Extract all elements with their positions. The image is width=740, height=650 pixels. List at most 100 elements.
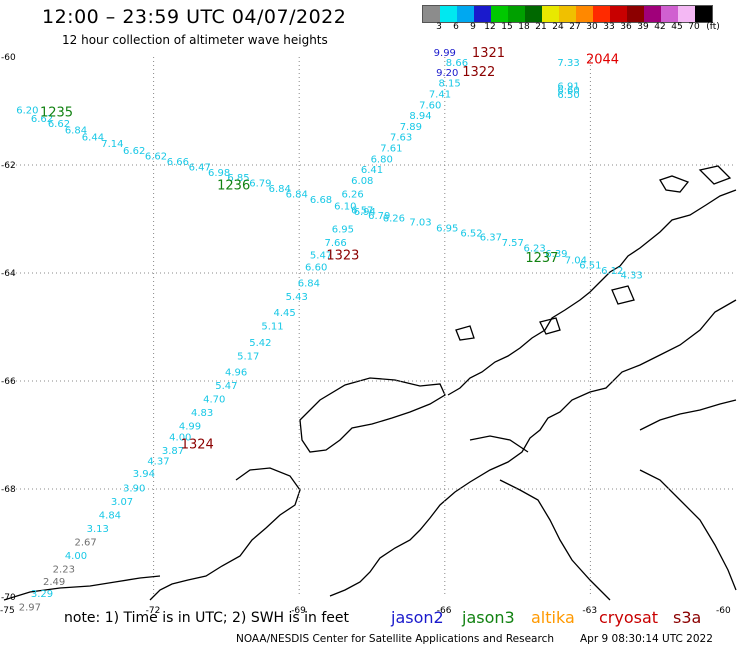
latitude-label: -64 — [1, 269, 16, 279]
swh-value-label: 6.44 — [82, 133, 104, 144]
wave-height-color-scale — [422, 5, 713, 23]
longitude-label: -75 — [0, 606, 15, 616]
swh-value-label: 6.80 — [371, 154, 393, 165]
longitude-label: -60 — [716, 606, 731, 616]
swh-value-label: 6.62 — [123, 146, 145, 157]
scale-swatch — [576, 6, 593, 22]
peninsula-tip-coast — [447, 189, 737, 396]
scale-tick-label: 30 — [586, 22, 598, 32]
scale-tick-label: 70 — [688, 22, 700, 32]
island-coast-1 — [659, 175, 690, 193]
pass-time-label: 1323 — [326, 249, 359, 264]
swh-value-label: 6.57 — [351, 206, 373, 217]
scale-swatch — [423, 6, 440, 22]
swh-value-label: 3.29 — [31, 589, 53, 600]
swh-value-label: 4.45 — [274, 308, 296, 319]
legend-altika: altika — [531, 608, 575, 627]
island-coast-3 — [611, 285, 635, 305]
scale-swatch — [695, 6, 712, 22]
swh-value-label: 4.33 — [621, 270, 643, 281]
swh-value-label: 8.15 — [439, 79, 461, 90]
scale-swatch — [474, 6, 491, 22]
scale-tick-label: 15 — [501, 22, 513, 32]
scale-tick-label: 39 — [637, 22, 649, 32]
swh-value-label: 4.00 — [65, 551, 87, 562]
swh-value-label: 6.20 — [16, 106, 38, 117]
swh-value-label: 6.52 — [460, 228, 482, 239]
swh-value-label: 6.95 — [436, 223, 458, 234]
page-subtitle: 12 hour collection of altimeter wave hei… — [62, 33, 328, 47]
swh-value-label: 6.62 — [145, 152, 167, 163]
longitude-label: -72 — [146, 606, 161, 616]
swh-value-label: 2.49 — [43, 577, 65, 588]
scale-swatch — [491, 6, 508, 22]
swh-value-label: 4.00 — [169, 432, 191, 443]
scale-swatch — [661, 6, 678, 22]
legend-cryosat: cryosat — [599, 608, 659, 627]
swh-value-label: 6.60 — [557, 86, 579, 97]
scale-swatch — [678, 6, 695, 22]
pass-time-label: 2044 — [586, 52, 619, 67]
swh-value-label: 6.84 — [65, 126, 87, 137]
latitude-label: -62 — [1, 161, 16, 171]
scale-swatch — [559, 6, 576, 22]
island-coast-4 — [539, 317, 561, 335]
scale-tick-label: 42 — [654, 22, 666, 32]
inner-coast-1 — [469, 435, 529, 453]
swh-value-label: 6.66 — [167, 157, 189, 168]
scale-tick-label: 45 — [671, 22, 683, 32]
swh-value-label: 5.43 — [286, 292, 308, 303]
scale-swatch — [508, 6, 525, 22]
scale-tick-label: 12 — [484, 22, 496, 32]
swh-value-label: 4.99 — [179, 422, 201, 433]
coastline-layer — [3, 165, 737, 601]
swh-value-label: 6.37 — [480, 233, 502, 244]
swh-value-label: 6.94 — [354, 207, 376, 218]
swh-value-label: 7.57 — [502, 238, 524, 249]
scale-swatch — [593, 6, 610, 22]
pass-time-label: 1237 — [525, 251, 558, 266]
swh-value-label: 6.84 — [286, 189, 308, 200]
swh-value-label: 3.07 — [111, 497, 133, 508]
pass-time-label: 1322 — [462, 65, 495, 80]
footer-credit: NOAA/NESDIS Center for Satellite Applica… — [236, 633, 554, 645]
swh-value-label: 6.10 — [334, 201, 356, 212]
swh-value-label: 5.42 — [249, 338, 271, 349]
swh-value-label: 6.79 — [368, 211, 390, 222]
scale-tick-label: 33 — [603, 22, 615, 32]
swh-value-label: 2.67 — [75, 538, 97, 549]
swh-value-label: 6.26 — [383, 214, 405, 225]
scale-swatch — [542, 6, 559, 22]
swh-value-label: 4.96 — [225, 368, 247, 379]
scale-tick-label: 18 — [518, 22, 530, 32]
antarctic-peninsula-coast — [329, 299, 737, 597]
swh-value-label: 7.33 — [557, 58, 579, 69]
swh-value-label: 7.66 — [324, 238, 346, 249]
swh-value-label: 2.97 — [19, 603, 41, 614]
swh-value-label: 6.62 — [31, 114, 53, 125]
swh-value-label: 7.04 — [565, 255, 587, 266]
south-coast — [149, 467, 301, 601]
swh-value-label: 5.17 — [237, 351, 259, 362]
swh-value-label: 4.70 — [203, 395, 225, 406]
scale-tick-label: 21 — [535, 22, 547, 32]
island-coast-2 — [698, 165, 732, 185]
swh-value-label: 2.23 — [53, 565, 75, 576]
swh-value-label: 6.79 — [249, 179, 271, 190]
swh-value-label: 5.47 — [310, 250, 332, 261]
swh-value-label: 6.98 — [208, 168, 230, 179]
inner-coast-2 — [499, 479, 611, 601]
island-coast-5 — [455, 325, 475, 341]
pass-time-label: 1235 — [40, 105, 73, 120]
longitude-label: -63 — [582, 606, 597, 616]
swh-value-label: 6.47 — [189, 162, 211, 173]
swh-value-label: 6.50 — [557, 90, 579, 101]
western-coast — [3, 575, 161, 601]
inner-coast-4 — [639, 469, 737, 591]
swh-value-label: 6.95 — [332, 225, 354, 236]
swh-points: 6.206.626.626.846.447.146.62 6.62 6.66 6.47… — [16, 48, 643, 614]
scale-tick-label: 27 — [569, 22, 581, 32]
graticule — [8, 57, 736, 597]
swh-value-label: 4.84 — [99, 511, 121, 522]
swh-value-label: 7.89 — [400, 122, 422, 133]
